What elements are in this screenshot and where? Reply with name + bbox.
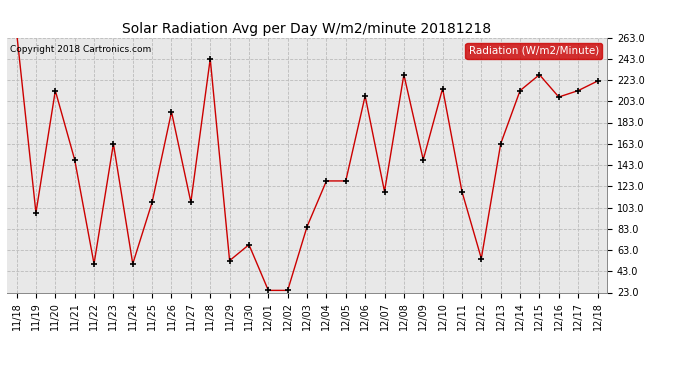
Text: Copyright 2018 Cartronics.com: Copyright 2018 Cartronics.com: [10, 45, 151, 54]
Title: Solar Radiation Avg per Day W/m2/minute 20181218: Solar Radiation Avg per Day W/m2/minute …: [123, 22, 491, 36]
Legend: Radiation (W/m2/Minute): Radiation (W/m2/Minute): [466, 43, 602, 59]
